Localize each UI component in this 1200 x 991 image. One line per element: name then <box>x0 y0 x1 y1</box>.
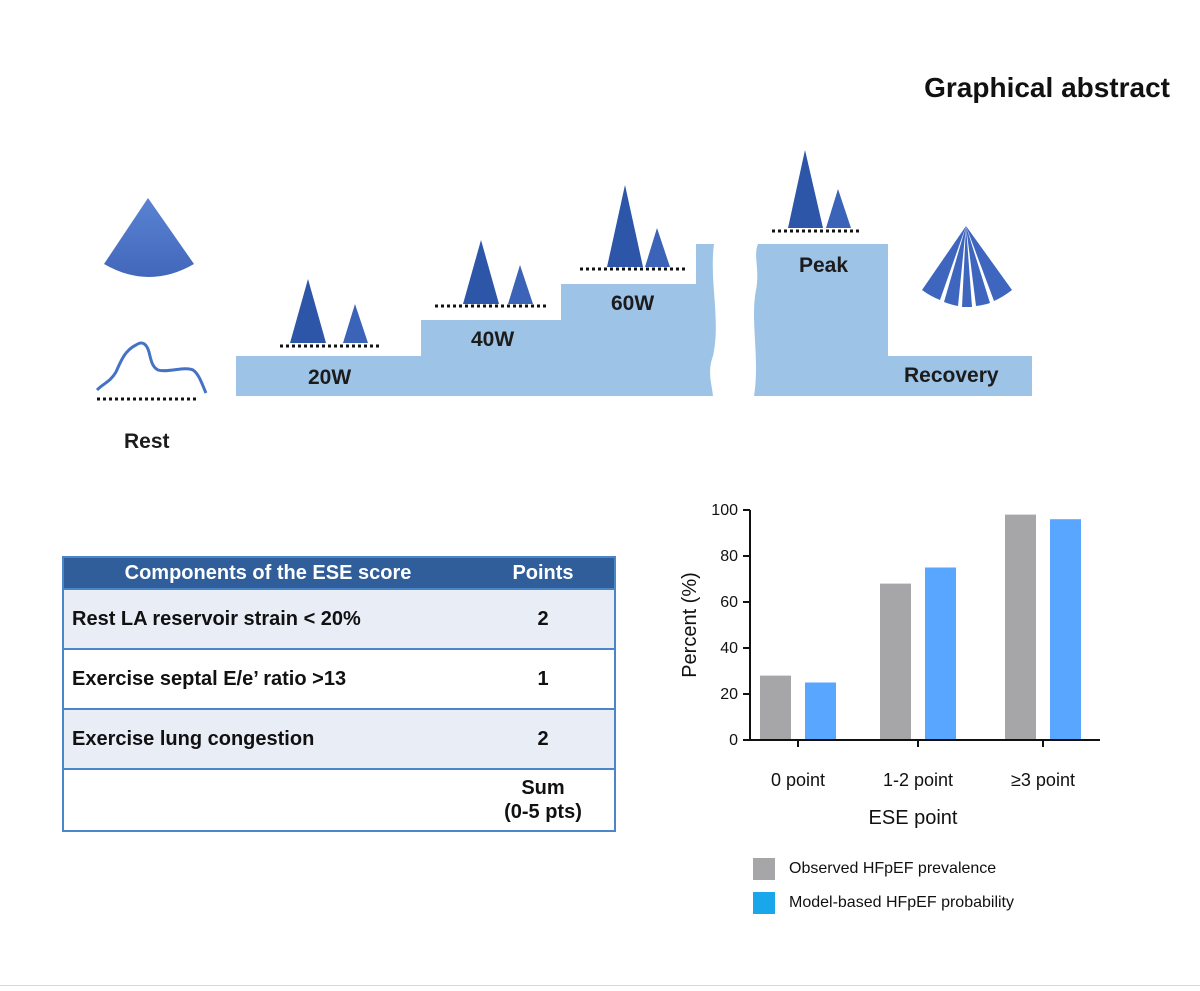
table-header-row: Components of the ESE score Points <box>63 557 615 589</box>
x-axis-labels: 0 point 1-2 point ≥3 point <box>771 740 1075 790</box>
stage-label-20w: 20W <box>308 366 352 389</box>
table-row: Exercise lung congestion 2 <box>63 708 615 769</box>
y-axis-title: Percent (%) <box>679 572 701 678</box>
table-cell-sum: Sum (0-5 pts) <box>472 768 615 831</box>
legend-label-observed: Observed HFpEF prevalence <box>789 860 997 877</box>
table-cell-points: 1 <box>472 648 615 709</box>
y-tick-label: 100 <box>711 502 738 519</box>
y-tick-label: 60 <box>720 594 738 611</box>
sum-label: Sum <box>521 777 565 799</box>
y-tick-label: 80 <box>720 548 738 565</box>
legend-swatch-model <box>753 892 775 914</box>
x-tick-label: 1-2 point <box>883 770 953 790</box>
table-cell-points: 2 <box>472 708 615 769</box>
ese-bar-chart: 0 20 40 60 80 100 0 point 1-2 point ≥3 point ES… <box>679 502 1100 829</box>
bar-model <box>805 682 836 740</box>
table-header-points: Points <box>472 557 615 589</box>
y-tick-label: 0 <box>729 732 738 749</box>
chart-bars <box>760 514 1081 740</box>
page-title: Graphical abstract <box>924 72 1170 103</box>
legend-item-observed: Observed HFpEF prevalence <box>753 858 1014 880</box>
stage-label-40w: 40W <box>471 328 515 351</box>
table-cell-component: Exercise lung congestion <box>63 708 472 769</box>
legend-label-model: Model-based HFpEF probability <box>789 894 1014 911</box>
table-header-components: Components of the ESE score <box>63 557 472 589</box>
doppler-waves-40w <box>435 240 546 308</box>
y-axis-ticks: 0 20 40 60 80 100 <box>711 502 750 749</box>
probe-sector-icon <box>104 198 194 277</box>
x-axis-title: ESE point <box>869 807 958 829</box>
bar-model <box>1050 519 1081 740</box>
sum-range: (0-5 pts) <box>504 801 582 823</box>
bar-observed <box>760 675 791 740</box>
table-sum-row: Sum (0-5 pts) <box>63 768 615 831</box>
exercise-protocol-diagram <box>95 150 1032 401</box>
table-cell-component: Rest LA reservoir strain < 20% <box>63 588 472 649</box>
lung-ultrasound-icon <box>922 226 1012 307</box>
table-cell-component: Exercise septal E/e’ ratio >13 <box>63 648 472 709</box>
stage-label-60w: 60W <box>611 292 655 315</box>
doppler-waves-60w <box>580 185 688 271</box>
table-row: Rest LA reservoir strain < 20% 2 <box>63 588 615 649</box>
doppler-waves-20w <box>280 279 381 348</box>
x-tick-label: ≥3 point <box>1011 770 1075 790</box>
legend-swatch-observed <box>753 858 775 880</box>
stage-label-recovery: Recovery <box>904 364 999 387</box>
chart-legend: Observed HFpEF prevalence Model-based HF… <box>753 858 1014 914</box>
stage-label-rest: Rest <box>124 430 170 453</box>
staircase-left <box>236 244 716 396</box>
bar-model <box>925 567 956 740</box>
doppler-waves-peak <box>772 150 862 233</box>
bottom-divider <box>0 985 1200 986</box>
legend-item-model: Model-based HFpEF probability <box>753 892 1014 914</box>
x-tick-label: 0 point <box>771 770 825 790</box>
y-tick-label: 40 <box>720 640 738 657</box>
stage-label-peak: Peak <box>799 254 849 277</box>
y-tick-label: 20 <box>720 686 738 703</box>
table-row: Exercise septal E/e’ ratio >13 1 <box>63 648 615 709</box>
ese-score-table: Components of the ESE score Points Rest … <box>62 556 616 832</box>
staircase-right <box>754 244 1032 396</box>
bar-observed <box>1005 514 1036 740</box>
la-strain-curve-icon <box>95 341 208 401</box>
table-cell-empty <box>63 768 472 831</box>
table-cell-points: 2 <box>472 588 615 649</box>
bar-observed <box>880 583 911 740</box>
